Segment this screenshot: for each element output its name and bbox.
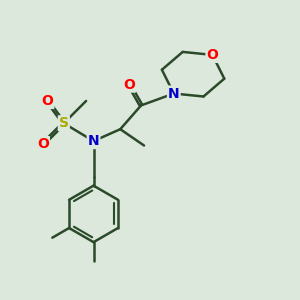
Text: O: O — [206, 48, 218, 62]
Text: O: O — [37, 137, 49, 151]
Text: O: O — [41, 94, 53, 108]
Text: N: N — [88, 134, 99, 148]
Text: N: N — [168, 86, 180, 100]
Text: O: O — [123, 78, 135, 92]
Text: S: S — [59, 116, 69, 130]
